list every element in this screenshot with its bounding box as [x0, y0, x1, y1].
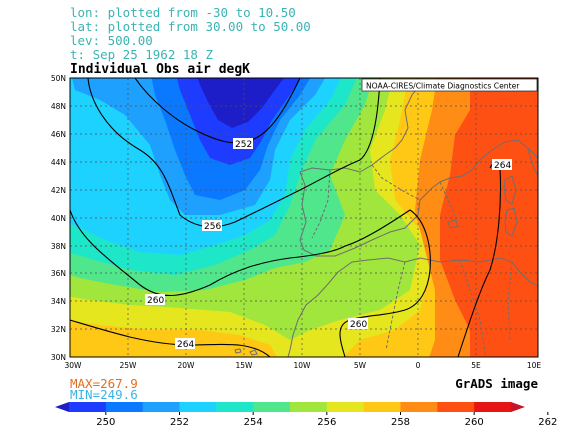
contour-label-264-west: 264 [177, 340, 194, 350]
lat-tick: 48N [51, 102, 66, 111]
colorbar-swatch [179, 402, 217, 412]
colorbar-label: 252 [170, 417, 189, 428]
colorbar-label: 250 [96, 417, 115, 428]
colorbar: 250252254256258260262264266 [55, 402, 557, 428]
contour-label-bg [233, 138, 253, 149]
contour-label-256: 256 [204, 222, 221, 232]
plot-frame [69, 77, 539, 358]
lon-tick-labels: 30W 25W 20W 15W 10W 5W 0 5E 10E [65, 361, 542, 370]
contour-260 [70, 209, 431, 357]
header-time: t: Sep 25 1962 18 Z [70, 47, 213, 62]
colorbar-swatch [69, 402, 107, 412]
colorbar-swatch [437, 402, 475, 412]
colorbar-swatch [142, 402, 180, 412]
colorbar-swatch [474, 402, 512, 412]
lon-tick: 10W [294, 361, 312, 370]
lon-tick: 20W [178, 361, 196, 370]
contour-label-bg [202, 220, 222, 231]
colorbar-arrow-right [511, 402, 525, 412]
lat-tick: 42N [51, 186, 66, 195]
fill-core [197, 78, 284, 128]
lat-tick: 36N [51, 269, 66, 278]
lat-tick: 44N [51, 158, 66, 167]
filled-contours [70, 78, 538, 357]
lat-tick: 34N [51, 297, 66, 306]
lat-tick: 40N [51, 214, 66, 223]
header-lon: lon: plotted from -30 to 10.50 [70, 5, 296, 20]
colorbar-swatch [105, 402, 144, 412]
min-value: MIN=249.6 [70, 387, 138, 402]
grid [70, 78, 538, 357]
contour-label-bg [348, 318, 368, 329]
colorbar-label: 262 [538, 417, 557, 428]
lat-tick: 46N [51, 130, 66, 139]
lon-tick: 5W [354, 361, 367, 370]
colorbar-label: 258 [391, 417, 410, 428]
colorbar-swatch [326, 402, 365, 412]
credit-box [361, 78, 538, 92]
lat-tick: 30N [51, 353, 66, 362]
colorbar-label: 254 [244, 417, 263, 428]
credit-text: NOAA-CIRES/Climate Diagnostics Center [366, 82, 520, 91]
contour-256 [87, 78, 381, 228]
lon-tick: 10E [527, 361, 542, 370]
lon-tick: 25W [120, 361, 138, 370]
colorbar-label: 256 [317, 417, 336, 428]
lon-tick: 15W [236, 361, 254, 370]
lon-tick: 30W [65, 361, 83, 370]
contour-252 [134, 78, 301, 144]
contour-label-bg [492, 159, 512, 170]
header-lev: lev: 500.00 [70, 33, 153, 48]
colorbar-swatch [216, 402, 254, 412]
contour-label-252: 252 [235, 140, 252, 150]
colorbar-swatch [253, 402, 291, 412]
contour-label-260-west: 260 [147, 296, 164, 306]
plot-title: Individual Obs air degK [70, 62, 251, 77]
contour-label-264-east: 264 [494, 161, 511, 171]
contour-label-bg [175, 338, 195, 349]
contour-label-bg [145, 294, 165, 305]
contour-label-260-east: 260 [350, 320, 367, 330]
lat-tick: 50N [51, 74, 66, 83]
contour-label-group: 252 256 260 260 264 264 [145, 138, 512, 350]
grads-label: GrADS image [455, 376, 538, 391]
lat-tick: 38N [51, 242, 66, 251]
lat-tick: 32N [51, 325, 66, 334]
lon-tick: 0 [416, 361, 421, 370]
colorbar-swatch [363, 402, 401, 412]
lon-tick: 5E [471, 361, 481, 370]
lat-tick-labels: 50N 48N 46N 44N 42N 40N 38N 36N 34N 32N … [51, 74, 66, 362]
colorbar-swatch [290, 402, 328, 412]
colorbar-swatch [400, 402, 438, 412]
header-lat: lat: plotted from 30.00 to 50.00 [70, 19, 311, 34]
coastlines [234, 79, 538, 357]
colorbar-label: 260 [465, 417, 484, 428]
colorbar-arrow-left [55, 402, 69, 412]
max-value: MAX=267.9 [70, 376, 138, 391]
